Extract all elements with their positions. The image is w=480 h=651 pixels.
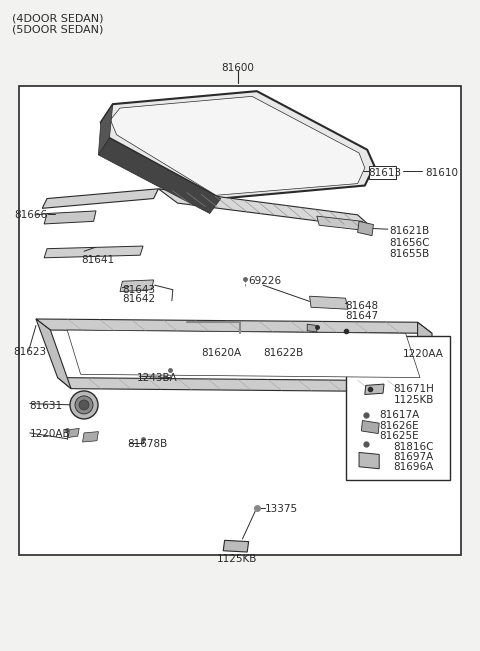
Polygon shape (83, 432, 98, 442)
Polygon shape (317, 216, 365, 230)
Polygon shape (223, 540, 249, 552)
Polygon shape (310, 296, 348, 309)
Text: 81671H: 81671H (394, 384, 434, 395)
Text: 81696A: 81696A (394, 462, 434, 473)
Text: 1220AA: 1220AA (403, 349, 444, 359)
Text: 81697A: 81697A (394, 452, 434, 462)
Text: (4DOOR SEDAN): (4DOOR SEDAN) (12, 13, 104, 23)
Circle shape (70, 391, 98, 419)
Text: 1125KB: 1125KB (216, 553, 257, 564)
Text: 81620A: 81620A (202, 348, 242, 358)
Bar (369, 166, 396, 179)
Text: 81643: 81643 (122, 284, 156, 295)
Text: 1220AB: 1220AB (30, 428, 71, 439)
Polygon shape (44, 246, 143, 258)
Polygon shape (98, 138, 221, 214)
Polygon shape (418, 322, 432, 392)
Text: 81655B: 81655B (389, 249, 429, 259)
Polygon shape (358, 221, 373, 236)
Polygon shape (359, 452, 379, 469)
Polygon shape (58, 378, 432, 392)
Polygon shape (36, 319, 432, 333)
Polygon shape (307, 324, 317, 332)
Text: (5DOOR SEDAN): (5DOOR SEDAN) (12, 25, 103, 35)
Polygon shape (36, 319, 71, 389)
Text: 81621B: 81621B (389, 226, 429, 236)
Text: 81816C: 81816C (394, 441, 434, 452)
Text: 81656C: 81656C (389, 238, 429, 248)
Text: 81625E: 81625E (379, 431, 419, 441)
Text: 81642: 81642 (122, 294, 156, 305)
Polygon shape (67, 330, 420, 378)
Text: 1243BA: 1243BA (137, 372, 178, 383)
Bar (346, 336, 450, 480)
Polygon shape (120, 280, 154, 292)
Text: 81622B: 81622B (263, 348, 303, 358)
Text: 81617A: 81617A (379, 410, 420, 421)
Polygon shape (110, 96, 365, 195)
Text: 81623: 81623 (13, 346, 47, 357)
Polygon shape (68, 428, 79, 437)
Text: 81600: 81600 (221, 63, 254, 74)
Text: 13375: 13375 (265, 504, 298, 514)
Text: 81648: 81648 (346, 301, 379, 311)
Polygon shape (101, 91, 374, 199)
Text: 1125KB: 1125KB (394, 395, 434, 405)
Circle shape (75, 396, 93, 414)
Text: 81631: 81631 (29, 400, 62, 411)
Text: 81641: 81641 (82, 255, 115, 266)
Circle shape (79, 400, 89, 410)
Text: 81647: 81647 (346, 311, 379, 322)
Text: 81610: 81610 (425, 167, 458, 178)
Polygon shape (158, 189, 372, 228)
Polygon shape (42, 189, 158, 208)
Text: 69226: 69226 (249, 276, 282, 286)
Polygon shape (44, 211, 96, 224)
Polygon shape (361, 421, 379, 434)
Text: 81613: 81613 (369, 167, 402, 178)
Text: 81678B: 81678B (127, 439, 168, 449)
Polygon shape (98, 104, 113, 155)
Text: 81626E: 81626E (379, 421, 419, 431)
Polygon shape (365, 384, 384, 395)
Bar (19, 86, 461, 555)
Text: 81666: 81666 (14, 210, 48, 220)
